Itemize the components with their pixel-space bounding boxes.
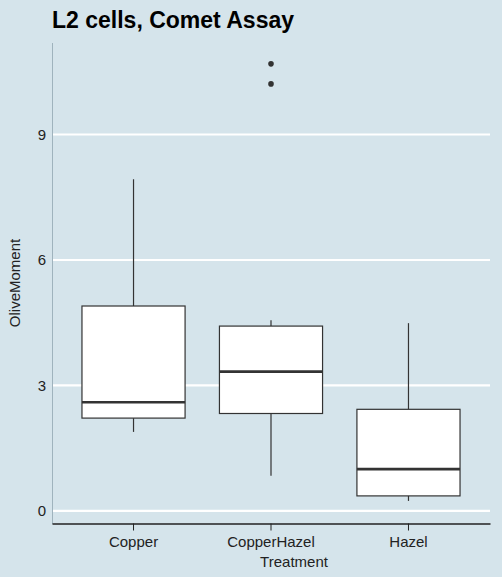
x-tick-mark [271,524,272,531]
x-tick-label: Copper [109,533,158,550]
y-axis: 0 3 6 9 [38,43,53,524]
boxes [82,61,460,501]
whisker-lower [133,418,134,432]
x-tick: CopperHazel [227,524,315,551]
grid [52,135,490,511]
whisker-lower [270,413,271,475]
box-group [219,61,322,476]
median [219,370,322,373]
whisker-upper [133,179,134,306]
whisker-lower [408,496,409,501]
y-tick-label: 6 [38,251,46,268]
whisker-upper [270,320,271,326]
y-tick: 0 [38,502,52,519]
box [219,326,322,413]
median [82,401,185,404]
y-tick: 3 [38,377,52,394]
y-axis-line [52,43,53,524]
x-tick-mark [133,524,134,531]
y-tick-label: 0 [38,502,46,519]
chart: 0 3 6 9 Copper CopperHazel Hazel L2 cells, Come… [0,0,502,577]
grid-line [52,133,490,135]
whisker-upper [408,323,409,409]
x-tick-label: Hazel [389,533,427,550]
x-axis: Copper CopperHazel Hazel [53,524,491,551]
y-tick: 6 [38,251,52,268]
y-axis-title: OliveMoment [6,238,23,327]
grid-line [52,510,490,512]
median [357,468,460,471]
x-tick: Hazel [389,524,427,551]
y-tick-label: 9 [38,126,46,143]
outlier [268,61,274,67]
x-tick: Copper [109,524,158,551]
box [82,306,185,418]
box-group [357,323,460,501]
x-axis-title: Treatment [260,553,329,570]
grid-line [52,259,490,261]
box [357,409,460,496]
x-tick-mark [408,524,409,531]
y-tick: 9 [38,126,52,143]
box-group [82,179,185,432]
title: L2 cells, Comet Assay [52,7,294,33]
outlier [268,81,274,87]
x-tick-label: CopperHazel [227,533,315,550]
y-tick-label: 3 [38,377,46,394]
background [0,0,502,577]
